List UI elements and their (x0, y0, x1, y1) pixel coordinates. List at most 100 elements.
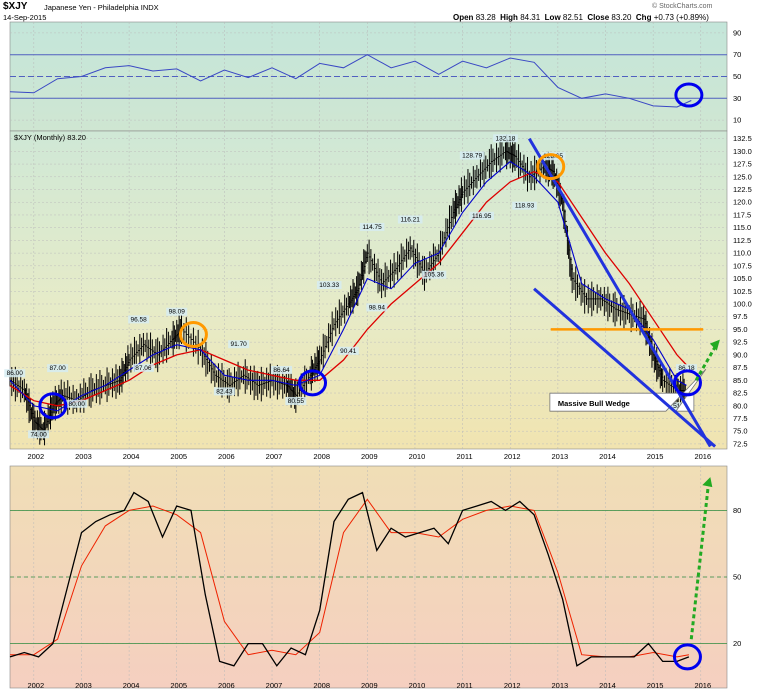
price-ytick-label: 85.0 (733, 376, 748, 385)
price-data-label: 86.64 (273, 367, 290, 374)
price-panel-title: $XJY (Monthly) 83.20 (14, 133, 86, 142)
wedge-callout (549, 368, 707, 412)
price-data-label-bg (397, 215, 423, 224)
price-data-label: 87.00 (50, 365, 67, 372)
highlight-circle (298, 369, 328, 397)
price-data-label: 87.06 (135, 365, 152, 372)
price-xtick-label: 2009 (361, 452, 378, 461)
highlight-circle (672, 369, 702, 397)
price-data-label-bg (421, 270, 447, 279)
low-label: Low (544, 13, 561, 22)
price-data-label-bg (512, 201, 537, 210)
price-data-label: 79.51 (664, 403, 681, 410)
price-xtick-label: 2013 (552, 452, 569, 461)
stoch-xtick-label: 2008 (313, 681, 330, 690)
price-ytick-label: 132.5 (733, 134, 752, 143)
chart-date: 14-Sep-2015 (3, 13, 47, 22)
wedge-callout-text: Massive Bull Wedge (558, 399, 630, 408)
price-data-label: 80.00 (69, 401, 86, 408)
price-xtick-label: 2007 (266, 452, 283, 461)
price-data-label: 82.43 (216, 388, 233, 395)
chart-header: $XJY Japanese Yen - Philadelphia INDX 14… (0, 0, 765, 22)
price-data-label-bg (4, 369, 26, 378)
price-data-label-bg (316, 281, 342, 290)
price-xtick-label: 2012 (504, 452, 521, 461)
price-ytick-label: 102.5 (733, 287, 752, 296)
price-ytick-label: 87.5 (733, 363, 748, 372)
price-xtick-label: 2011 (457, 452, 473, 461)
stoch-ytick-label: 20 (733, 639, 741, 648)
price-data-label-bg (469, 211, 494, 220)
price-data-label-bg (213, 387, 235, 396)
rsi-ytick-label: 50 (733, 72, 741, 81)
price-data-label: 105.36 (424, 272, 444, 279)
price-xtick-label: 2005 (170, 452, 187, 461)
price-ytick-label: 72.5 (733, 439, 748, 448)
price-data-label: 118.93 (515, 203, 535, 210)
price-data-label: 90.41 (340, 348, 357, 355)
price-data-label-bg (493, 134, 518, 143)
highlight-circle (178, 321, 208, 349)
price-data-label: 114.75 (362, 224, 382, 231)
price-data-label: 103.33 (319, 282, 339, 289)
price-ytick-label: 117.5 (733, 210, 751, 219)
price-ytick-label: 92.5 (733, 338, 748, 347)
price-ytick-label: 82.5 (733, 389, 748, 398)
stoch-xtick-label: 2014 (599, 681, 616, 690)
price-data-label-bg (359, 222, 385, 231)
price-data-label: 128.65 (543, 153, 563, 160)
stoch-xtick-label: 2012 (504, 681, 521, 690)
stoch-ytick-label: 80 (733, 506, 741, 515)
price-data-label-bg (285, 396, 307, 405)
stoch-d-line (10, 498, 689, 658)
stoch-xtick-label: 2005 (170, 681, 187, 690)
chg-label: Chg (635, 13, 652, 22)
price-data-label: 116.21 (400, 217, 420, 224)
price-ytick-label: 97.5 (733, 312, 748, 321)
price-ytick-label: 130.0 (733, 147, 752, 156)
price-ytick-label: 112.5 (733, 236, 751, 245)
watermark: © StockCharts.com (652, 3, 713, 10)
price-data-label-bg (271, 365, 293, 374)
ohlc-stats: Open 83.28 High 84.31 Low 82.51 Close 83… (453, 13, 709, 22)
price-data-label: 86.00 (7, 370, 24, 377)
wedge-trendline (527, 137, 712, 448)
rsi-line (9, 54, 692, 108)
symbol-title: $XJY (3, 1, 28, 12)
open-value: 83.28 (475, 13, 496, 22)
price-xtick-label: 2015 (647, 452, 664, 461)
price-data-label: 98.94 (369, 304, 386, 311)
price-xtick-label: 2003 (75, 452, 92, 461)
price-data-label: 80.55 (288, 398, 305, 405)
price-data-label-bg (459, 151, 485, 160)
price-xtick-label: 2010 (409, 452, 426, 461)
price-data-label: 132.18 (496, 135, 516, 142)
symbol-subtitle: Japanese Yen - Philadelphia INDX (44, 3, 159, 12)
price-data-label: 86.18 (678, 365, 695, 372)
rsi-ytick-label: 10 (733, 116, 741, 125)
high-label: High (500, 13, 518, 22)
stoch-xtick-label: 2004 (123, 681, 140, 690)
price-data-label-bg (47, 364, 69, 373)
wedge-trendline (533, 287, 717, 448)
stoch-xtick-label: 2011 (457, 681, 473, 690)
price-xtick-label: 2016 (694, 452, 711, 461)
price-ytick-label: 110.0 (733, 249, 751, 258)
price-data-label: 116.95 (472, 213, 492, 220)
price-data-label-bg (28, 430, 50, 439)
stoch-green-arrow (689, 484, 710, 640)
price-xtick-label: 2004 (123, 452, 140, 461)
rsi-highlight-circle (674, 82, 704, 108)
price-ytick-label: 105.0 (733, 274, 752, 283)
price-data-label-bg (676, 364, 698, 373)
price-data-label-bg (661, 402, 683, 411)
stoch-xtick-label: 2010 (409, 681, 426, 690)
open-label: Open (453, 13, 474, 22)
price-data-label: 128.79 (462, 153, 482, 160)
chg-value: +0.73 (+0.89%) (653, 13, 709, 22)
ema-long-line (9, 170, 687, 407)
stoch-xtick-label: 2006 (218, 681, 235, 690)
price-ytick-label: 75.0 (733, 427, 748, 436)
stoch-k-line (9, 491, 690, 667)
